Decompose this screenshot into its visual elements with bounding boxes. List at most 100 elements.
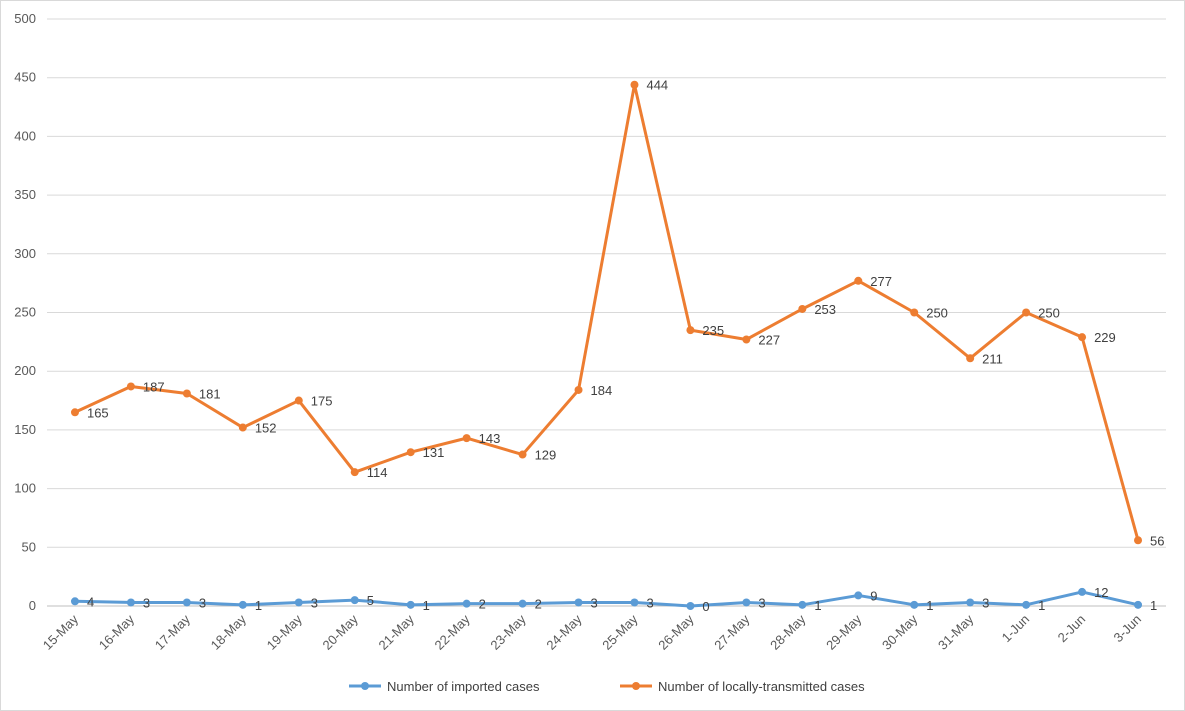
data-label: 229 bbox=[1094, 330, 1116, 345]
data-label: 3 bbox=[143, 595, 150, 610]
x-axis: 15-May 16-May 17-May 18-May 19-May 20-May 21-M… bbox=[40, 611, 1144, 653]
series-line bbox=[74, 83, 1140, 541]
data-label: 12 bbox=[1094, 585, 1108, 600]
data-label: 2 bbox=[479, 597, 486, 612]
data-point bbox=[182, 389, 191, 398]
data-label: 9 bbox=[870, 588, 877, 603]
data-point bbox=[294, 396, 303, 405]
data-label: 5 bbox=[367, 593, 374, 608]
data-point bbox=[182, 598, 191, 607]
data-label: 114 bbox=[367, 465, 388, 480]
x-tick-label: 30-May bbox=[879, 611, 921, 653]
data-label: 1 bbox=[1150, 598, 1157, 613]
data-label: 250 bbox=[926, 306, 948, 321]
data-point bbox=[1078, 333, 1087, 342]
data-label: 0 bbox=[702, 599, 709, 614]
x-tick-label: 18-May bbox=[208, 611, 250, 653]
x-tick-label: 16-May bbox=[96, 611, 138, 653]
legend-label: Number of locally-transmitted cases bbox=[658, 679, 865, 694]
data-point bbox=[238, 423, 247, 432]
data-point bbox=[574, 598, 583, 607]
data-label: 3 bbox=[758, 595, 765, 610]
data-point bbox=[238, 600, 247, 609]
x-tick-label: 21-May bbox=[376, 611, 418, 653]
data-point bbox=[462, 599, 471, 608]
data-label: 165 bbox=[87, 405, 109, 420]
data-label: 4 bbox=[87, 594, 94, 609]
y-tick-label: 250 bbox=[14, 305, 36, 320]
data-point bbox=[294, 598, 303, 607]
x-tick-label: 28-May bbox=[767, 611, 809, 653]
data-label: 187 bbox=[143, 379, 165, 394]
y-tick-label: 50 bbox=[22, 539, 36, 554]
y-tick-label: 100 bbox=[14, 481, 36, 496]
x-tick-label: 2-Jun bbox=[1055, 612, 1089, 646]
data-point bbox=[630, 598, 639, 607]
data-point bbox=[966, 598, 975, 607]
y-tick-label: 350 bbox=[14, 187, 36, 202]
data-label: 227 bbox=[758, 333, 780, 348]
y-tick-label: 200 bbox=[14, 363, 36, 378]
y-tick-label: 150 bbox=[14, 422, 36, 437]
x-tick-label: 15-May bbox=[40, 611, 82, 653]
data-label: 129 bbox=[535, 448, 557, 463]
data-label: 184 bbox=[591, 383, 613, 398]
x-tick-label: 24-May bbox=[543, 611, 585, 653]
data-label: 277 bbox=[870, 274, 892, 289]
data-point bbox=[910, 600, 919, 609]
data-label: 235 bbox=[702, 323, 724, 338]
x-tick-label: 25-May bbox=[599, 611, 641, 653]
x-tick-label: 22-May bbox=[431, 611, 473, 653]
x-tick-label: 20-May bbox=[320, 611, 362, 653]
data-point bbox=[462, 434, 471, 443]
x-tick-label: 26-May bbox=[655, 611, 697, 653]
data-point bbox=[798, 304, 807, 313]
data-point bbox=[518, 599, 527, 608]
data-label: 3 bbox=[646, 595, 653, 610]
x-tick-label: 17-May bbox=[152, 611, 194, 653]
data-point bbox=[574, 385, 583, 394]
data-label: 1 bbox=[1038, 598, 1045, 613]
data-point bbox=[518, 450, 527, 459]
data-point bbox=[70, 597, 79, 606]
legend-item: Number of locally-transmitted cases bbox=[620, 679, 865, 694]
y-tick-label: 500 bbox=[14, 11, 36, 26]
data-point bbox=[1022, 308, 1031, 317]
legend-marker bbox=[632, 682, 640, 690]
data-point bbox=[854, 591, 863, 600]
data-point bbox=[686, 602, 695, 610]
data-label: 143 bbox=[479, 431, 501, 446]
x-tick-label: 31-May bbox=[935, 611, 977, 653]
data-point bbox=[350, 468, 359, 477]
data-point bbox=[854, 276, 863, 285]
legend-item: Number of imported cases bbox=[349, 679, 540, 694]
data-point bbox=[1022, 600, 1031, 609]
x-tick-label: 3-Jun bbox=[1111, 612, 1145, 646]
data-point bbox=[686, 326, 695, 335]
data-point bbox=[126, 382, 135, 391]
gridlines bbox=[47, 18, 1166, 607]
data-label: 2 bbox=[535, 597, 542, 612]
y-tick-label: 300 bbox=[14, 246, 36, 261]
data-point bbox=[742, 335, 751, 344]
data-point bbox=[406, 600, 415, 609]
data-label: 152 bbox=[255, 421, 277, 436]
data-point bbox=[966, 354, 975, 363]
data-point bbox=[1078, 587, 1087, 596]
data-label: 131 bbox=[423, 445, 445, 460]
legend: Number of imported cases Number of locall… bbox=[349, 679, 865, 694]
data-label: 211 bbox=[982, 351, 1003, 366]
x-tick-label: 27-May bbox=[711, 611, 753, 653]
data-label: 175 bbox=[311, 394, 333, 409]
data-label: 1 bbox=[926, 598, 933, 613]
data-point bbox=[126, 598, 135, 607]
data-point bbox=[70, 408, 79, 417]
data-point bbox=[630, 80, 639, 89]
data-label: 250 bbox=[1038, 306, 1060, 321]
x-tick-label: 19-May bbox=[264, 611, 306, 653]
data-label: 56 bbox=[1150, 533, 1164, 548]
